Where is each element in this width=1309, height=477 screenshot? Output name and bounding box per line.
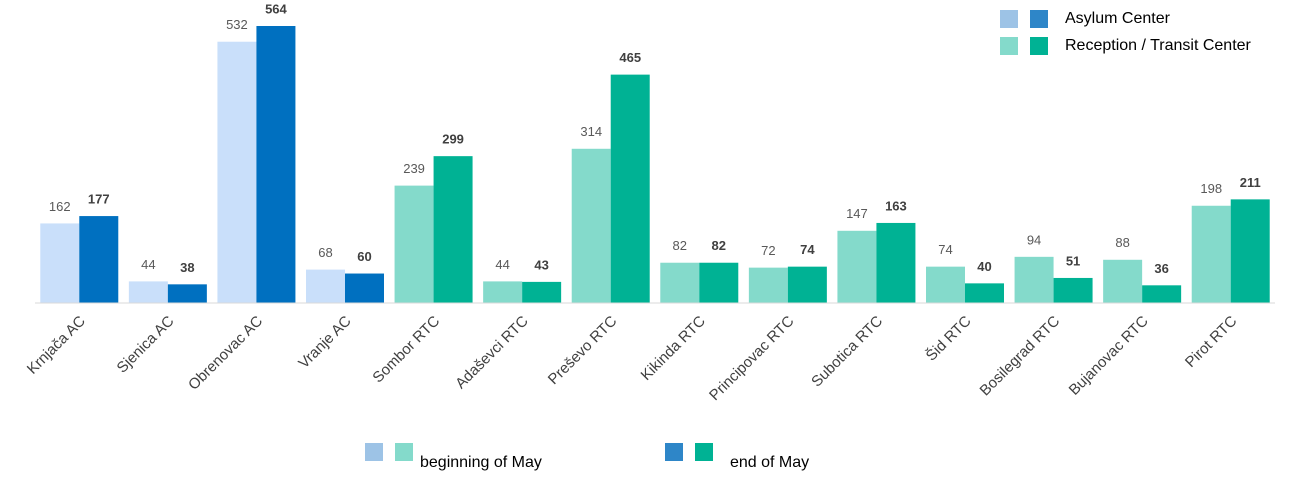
legend-swatch bbox=[695, 443, 713, 461]
bar bbox=[345, 273, 384, 303]
bar bbox=[837, 230, 877, 303]
bar bbox=[79, 216, 119, 303]
x-tick-label: Preševo RTC bbox=[545, 313, 621, 389]
legend-label: Reception / Transit Center bbox=[1065, 37, 1252, 54]
bar bbox=[1103, 259, 1143, 303]
data-label: 163 bbox=[885, 198, 907, 213]
data-label: 94 bbox=[1027, 232, 1041, 247]
bar bbox=[483, 281, 523, 303]
bar bbox=[787, 266, 827, 303]
data-label: 44 bbox=[495, 257, 509, 272]
bar bbox=[306, 269, 345, 303]
data-label: 38 bbox=[180, 260, 194, 275]
bar bbox=[660, 262, 700, 303]
x-tick-label: Sombor RTC bbox=[369, 312, 443, 386]
data-label: 177 bbox=[88, 192, 110, 207]
x-tick-label: Subotica RTC bbox=[808, 313, 886, 391]
legend-label: end of May bbox=[730, 454, 809, 471]
data-label: 74 bbox=[800, 242, 815, 257]
data-label: 211 bbox=[1240, 175, 1261, 190]
bar bbox=[256, 26, 296, 303]
x-tick-label: Obrenovac AC bbox=[185, 313, 266, 394]
x-tick-label: Krnjača AC bbox=[24, 313, 89, 378]
data-label: 82 bbox=[712, 238, 726, 253]
bar bbox=[1230, 199, 1270, 303]
data-label: 88 bbox=[1115, 235, 1129, 250]
data-label: 43 bbox=[534, 257, 548, 272]
legend-swatch bbox=[1000, 10, 1018, 28]
bar bbox=[876, 222, 916, 303]
bar bbox=[610, 74, 650, 303]
bar bbox=[748, 267, 788, 303]
legend-swatch bbox=[665, 443, 683, 461]
data-label: 465 bbox=[619, 50, 641, 65]
data-label: 314 bbox=[580, 124, 602, 139]
bar bbox=[1053, 277, 1093, 303]
data-label: 162 bbox=[49, 199, 71, 214]
bar bbox=[217, 41, 257, 304]
data-label: 44 bbox=[141, 257, 155, 272]
x-tick-label: Vranje AC bbox=[295, 312, 355, 372]
data-label: 239 bbox=[403, 161, 425, 176]
x-tick-label: Šid RTC bbox=[923, 312, 975, 364]
bar bbox=[1142, 285, 1182, 303]
bar bbox=[926, 266, 965, 303]
legend-label: Asylum Center bbox=[1065, 10, 1171, 27]
x-tick-label: Adaševci RTC bbox=[452, 312, 532, 392]
legend-swatch bbox=[1030, 10, 1048, 28]
legend-swatch bbox=[1030, 37, 1048, 55]
legend-label: beginning of May bbox=[420, 454, 542, 471]
x-tick-label: Bosilegrad RTC bbox=[977, 313, 1064, 400]
bar bbox=[571, 148, 611, 303]
legend-swatch bbox=[1000, 37, 1018, 55]
data-label: 60 bbox=[357, 249, 371, 264]
data-label: 532 bbox=[226, 17, 248, 32]
bar bbox=[1191, 205, 1231, 303]
data-label: 51 bbox=[1066, 253, 1080, 268]
x-tick-label: Sjenica AC bbox=[114, 312, 178, 376]
bar bbox=[1014, 256, 1054, 303]
data-label: 40 bbox=[977, 259, 991, 274]
data-label: 147 bbox=[846, 206, 868, 221]
bar bbox=[167, 284, 207, 303]
x-tick-label: Pirot RTC bbox=[1182, 313, 1241, 372]
bar bbox=[40, 223, 80, 303]
data-label: 82 bbox=[673, 238, 687, 253]
data-label: 72 bbox=[761, 243, 775, 258]
data-label: 198 bbox=[1200, 181, 1222, 196]
bar bbox=[128, 281, 168, 303]
legend-swatch bbox=[365, 443, 383, 461]
x-tick-label: Bujanovac RTC bbox=[1066, 313, 1152, 399]
x-tick-label: Kikinda RTC bbox=[638, 312, 709, 383]
data-label: 564 bbox=[265, 1, 287, 16]
bar bbox=[965, 283, 1004, 303]
data-label: 74 bbox=[938, 242, 952, 257]
data-label: 68 bbox=[318, 245, 332, 260]
data-label: 36 bbox=[1154, 261, 1168, 276]
bar bbox=[394, 185, 434, 303]
bar bbox=[522, 281, 562, 303]
data-label: 299 bbox=[442, 132, 464, 147]
legend-swatch bbox=[395, 443, 413, 461]
x-tick-label: Principovac RTC bbox=[706, 313, 798, 405]
bar bbox=[433, 156, 473, 303]
bar bbox=[699, 262, 739, 303]
